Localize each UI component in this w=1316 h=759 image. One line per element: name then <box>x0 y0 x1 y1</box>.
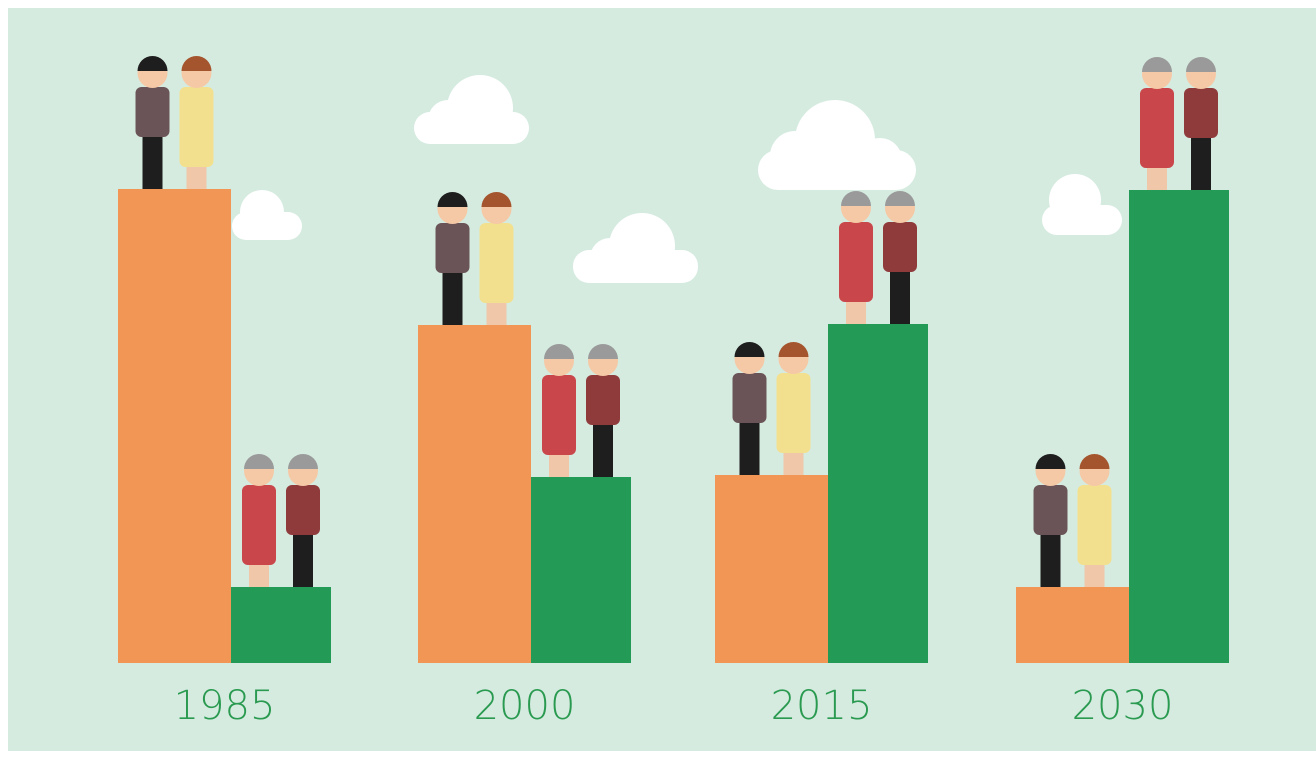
body <box>242 485 276 565</box>
person <box>1184 57 1218 190</box>
cloud <box>573 213 698 283</box>
person <box>732 342 767 475</box>
hair <box>778 342 809 357</box>
bar <box>828 324 928 663</box>
person <box>839 191 873 324</box>
bar <box>1016 587 1129 663</box>
person <box>1077 454 1112 587</box>
cloud <box>232 190 302 240</box>
body <box>179 87 214 167</box>
legs <box>293 527 313 587</box>
hair <box>137 56 168 71</box>
hair <box>885 191 915 206</box>
body <box>286 485 320 535</box>
plot-area: 1985 2000 2015 2030 <box>118 56 1229 729</box>
person <box>242 454 276 587</box>
body <box>542 375 576 455</box>
body <box>435 223 470 273</box>
hair <box>1035 454 1066 469</box>
clouds <box>232 75 1122 283</box>
body <box>883 222 917 272</box>
hair <box>544 344 574 359</box>
legs <box>1040 527 1061 587</box>
legs <box>593 417 613 477</box>
person <box>1033 454 1068 587</box>
person <box>435 192 470 325</box>
hair <box>588 344 618 359</box>
legs <box>442 265 463 325</box>
hair <box>244 454 274 469</box>
person <box>542 344 576 477</box>
cloud <box>1042 174 1122 235</box>
bar <box>118 189 231 663</box>
legs <box>739 415 760 475</box>
person <box>883 191 917 324</box>
body <box>479 223 514 303</box>
person <box>479 192 514 325</box>
hair <box>181 56 212 71</box>
bar <box>531 477 631 663</box>
person <box>586 344 620 477</box>
body <box>839 222 873 302</box>
hair <box>481 192 512 207</box>
hair <box>1079 454 1110 469</box>
hair <box>734 342 765 357</box>
body <box>732 373 767 423</box>
x-tick-label: 2000 <box>474 683 576 729</box>
legs <box>142 129 163 189</box>
cloud <box>758 100 916 190</box>
bar <box>231 587 331 663</box>
person <box>776 342 811 475</box>
body <box>1140 88 1174 168</box>
body <box>1077 485 1112 565</box>
x-tick-label: 2015 <box>771 683 873 729</box>
x-tick-label: 2030 <box>1072 683 1174 729</box>
person <box>179 56 214 189</box>
person <box>286 454 320 587</box>
hair <box>437 192 468 207</box>
body <box>1033 485 1068 535</box>
cloud <box>414 75 529 144</box>
body <box>135 87 170 137</box>
hair <box>1186 57 1216 72</box>
legs <box>1191 130 1211 190</box>
hair <box>288 454 318 469</box>
body <box>1184 88 1218 138</box>
legs <box>890 264 910 324</box>
x-tick-label: 1985 <box>174 683 276 729</box>
bar <box>1129 190 1229 663</box>
bar <box>715 475 828 663</box>
person <box>1140 57 1174 190</box>
bar <box>418 325 531 663</box>
body <box>586 375 620 425</box>
hair <box>1142 57 1172 72</box>
hair <box>841 191 871 206</box>
body <box>776 373 811 453</box>
person <box>135 56 170 189</box>
